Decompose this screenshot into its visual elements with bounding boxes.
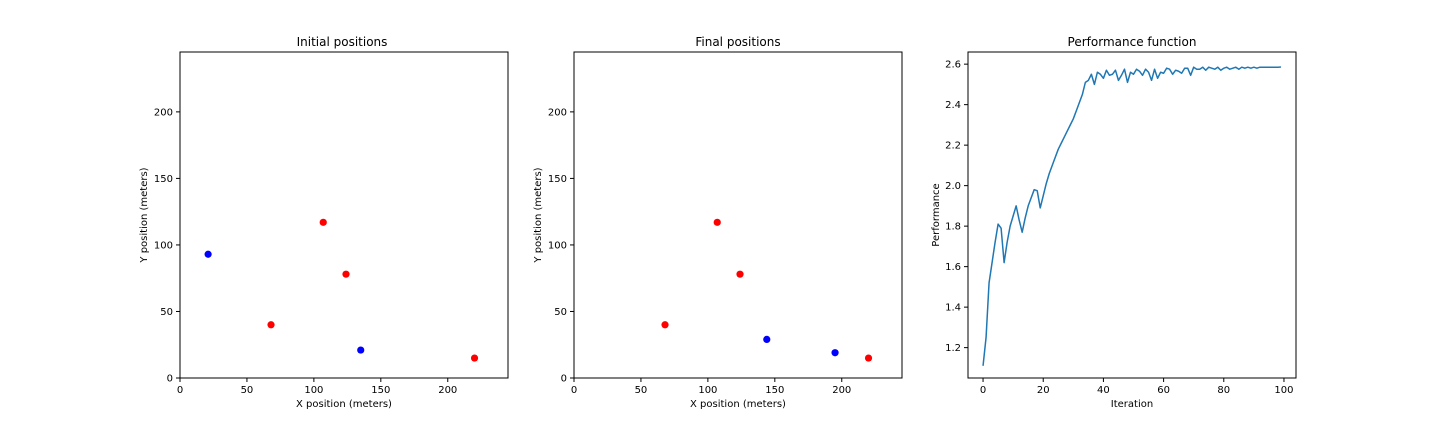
x-axis-label: X position (meters) xyxy=(296,399,392,410)
data-point xyxy=(267,321,275,329)
y-tick-label: 150 xyxy=(548,174,567,185)
y-tick-label: 1.4 xyxy=(945,303,961,314)
x-tick-label: 150 xyxy=(765,385,784,396)
y-tick-label: 2.0 xyxy=(945,181,961,192)
plot-frame xyxy=(573,51,903,379)
ticks: 0 20 40 60 80 100 1.2 1.4 1.6 1.8 2.0 2.2 2.4 2.6 xyxy=(945,60,1293,396)
y-tick-label: 200 xyxy=(154,107,173,118)
x-tick-label: 0 xyxy=(980,385,986,396)
x-tick-label: 100 xyxy=(1274,385,1293,396)
y-tick-label: 0 xyxy=(167,374,173,385)
y-axis-label: Y position (meters) xyxy=(533,167,544,263)
x-tick-label: 200 xyxy=(438,385,457,396)
y-axis-label: Y position (meters) xyxy=(139,167,150,263)
data-point xyxy=(204,250,212,258)
marks xyxy=(982,66,1282,366)
chart-title: Performance function xyxy=(1068,35,1197,49)
marks xyxy=(661,218,873,362)
chart-title: Initial positions xyxy=(297,35,388,49)
x-tick-label: 50 xyxy=(241,385,254,396)
x-tick-label: 40 xyxy=(1097,385,1110,396)
x-tick-label: 100 xyxy=(304,385,323,396)
series-line xyxy=(982,66,1282,366)
y-tick-label: 1.2 xyxy=(945,343,961,354)
panel-initial-positions: Initial positions X position (meters) Y … xyxy=(139,35,509,410)
y-tick-label: 150 xyxy=(154,174,173,185)
y-axis-label: Performance xyxy=(931,183,942,246)
data-point xyxy=(831,349,839,357)
x-tick-label: 50 xyxy=(635,385,648,396)
marks xyxy=(204,218,479,362)
x-axis-label: X position (meters) xyxy=(690,399,786,410)
panel-final-positions: Final positions X position (meters) Y po… xyxy=(533,35,903,410)
y-tick-label: 100 xyxy=(154,240,173,251)
x-tick-label: 80 xyxy=(1217,385,1230,396)
x-tick-label: 60 xyxy=(1157,385,1170,396)
y-tick-label: 2.4 xyxy=(945,100,961,111)
y-tick-label: 0 xyxy=(561,374,567,385)
data-point xyxy=(713,218,721,226)
data-point xyxy=(736,270,744,278)
y-tick-label: 1.6 xyxy=(945,262,961,273)
y-tick-label: 50 xyxy=(160,307,173,318)
ticks: 0 50 100 150 200 0 50 100 150 200 xyxy=(154,107,457,396)
data-point xyxy=(357,346,365,354)
x-tick-label: 0 xyxy=(571,385,577,396)
data-point xyxy=(661,321,669,329)
data-point xyxy=(342,270,350,278)
x-tick-label: 20 xyxy=(1037,385,1050,396)
y-tick-label: 2.2 xyxy=(945,141,961,152)
ticks: 0 50 100 150 200 0 50 100 150 200 xyxy=(548,107,851,396)
data-point xyxy=(319,218,327,226)
data-point xyxy=(864,354,873,362)
x-axis-label: Iteration xyxy=(1111,399,1153,410)
plot-frame xyxy=(967,51,1297,379)
x-tick-label: 0 xyxy=(177,385,183,396)
x-tick-label: 200 xyxy=(832,385,851,396)
x-tick-label: 100 xyxy=(698,385,717,396)
y-tick-label: 2.6 xyxy=(945,60,961,71)
data-point xyxy=(470,354,479,362)
y-tick-label: 100 xyxy=(548,240,567,251)
x-tick-label: 150 xyxy=(371,385,390,396)
y-tick-label: 1.8 xyxy=(945,222,961,233)
y-tick-label: 50 xyxy=(554,307,567,318)
panel-performance-function: Performance function Iteration Performan… xyxy=(931,35,1297,410)
chart-title: Final positions xyxy=(695,35,780,49)
data-point xyxy=(763,335,771,344)
y-tick-label: 200 xyxy=(548,107,567,118)
plot-frame xyxy=(179,51,509,379)
